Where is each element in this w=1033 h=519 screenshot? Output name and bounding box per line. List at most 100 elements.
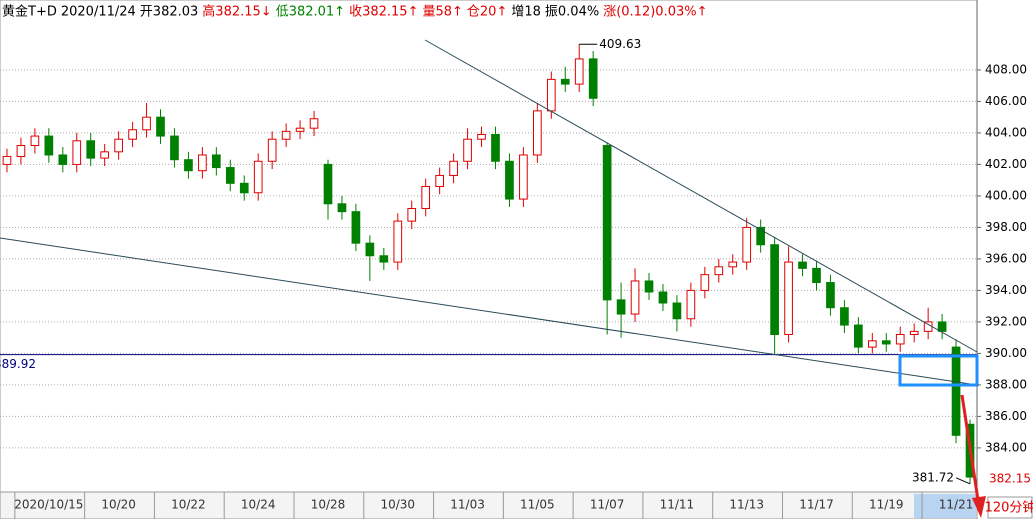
candle-body	[951, 346, 961, 436]
y-tick-label: 408.00	[985, 62, 1027, 76]
y-tick-label: 402.00	[985, 157, 1027, 171]
info-item: 量58↑	[422, 5, 462, 20]
candle-body	[100, 151, 110, 159]
candle-body	[881, 340, 891, 345]
candle-body	[170, 135, 179, 161]
info-item: 涨(0.12)0.03%↑	[603, 5, 707, 20]
x-tick-label: 10/28	[311, 498, 346, 512]
arrow-shaft	[960, 394, 980, 501]
candle-body	[435, 174, 444, 187]
info-item: 增18	[511, 5, 541, 20]
candle-body	[770, 244, 779, 336]
x-tick-label: 11/05	[520, 498, 555, 512]
candle-body	[658, 291, 668, 304]
info-item: 2020/11/24	[61, 5, 136, 20]
y-tick-label: 406.00	[985, 94, 1027, 108]
y-tick-label: 404.00	[985, 125, 1027, 139]
candle-body	[156, 116, 165, 137]
candle-body	[128, 129, 137, 140]
candle-body	[379, 255, 389, 263]
trend-line-lower	[0, 237, 978, 386]
x-tick-label: 11/11	[660, 498, 695, 512]
candle-body	[519, 154, 528, 200]
candle-body	[142, 116, 151, 131]
y-tick-label: 388.00	[985, 377, 1027, 391]
candle-body	[574, 58, 584, 85]
candle-body	[365, 242, 375, 257]
info-item: 低382.01↑	[276, 5, 345, 20]
x-tick-label: 10/24	[241, 498, 276, 512]
candle-body	[114, 138, 123, 153]
y-tick-label: 390.00	[985, 346, 1027, 360]
info-item: 高382.15↓	[202, 4, 271, 20]
candle-body	[421, 185, 431, 210]
candle-body	[826, 282, 835, 309]
x-tick-label: 10/30	[380, 498, 415, 512]
date-highlight	[914, 494, 976, 518]
candle-body	[267, 138, 277, 162]
period-box	[987, 496, 1033, 519]
x-tick-label: 2020/10/15	[14, 498, 83, 512]
candle-body	[184, 159, 193, 172]
info-item: 开382.03	[140, 5, 199, 20]
y-tick-label: 394.00	[985, 283, 1027, 297]
candle-body	[225, 167, 235, 184]
candle-body	[546, 78, 556, 112]
candle-body	[895, 334, 905, 345]
candle-body	[239, 182, 249, 194]
candle-body	[30, 135, 40, 147]
candle-body	[491, 133, 500, 162]
candle-body	[686, 289, 696, 320]
candle-body	[630, 280, 640, 315]
candle-body	[463, 138, 472, 162]
candle-body	[854, 324, 863, 348]
candle-body	[784, 261, 793, 336]
low-label: 381.72	[912, 470, 954, 484]
x-tick-label: 10/22	[171, 498, 206, 512]
candle-body	[477, 133, 486, 140]
x-axis-bar	[0, 491, 978, 519]
candle-body	[198, 154, 207, 172]
high-label: 409.63	[599, 37, 641, 51]
y-tick-label: 396.00	[985, 251, 1027, 265]
candle-body	[588, 58, 598, 99]
x-tick-label: 11/17	[799, 498, 834, 512]
y-tick-label: 392.00	[985, 314, 1027, 328]
candle-body	[714, 266, 724, 276]
info-item: 黄金T+D	[2, 4, 57, 20]
y-tick-label: 384.00	[985, 440, 1027, 454]
x-tick-label: 11/19	[869, 498, 904, 512]
candle-body	[295, 127, 305, 132]
candle-body	[211, 154, 221, 169]
candle-body	[281, 130, 291, 140]
info-item: 振0.04%	[545, 5, 599, 20]
candle-body	[16, 145, 26, 158]
candle-body	[72, 140, 82, 165]
x-tick-label: 11/07	[590, 498, 625, 512]
plot-frame	[0, 0, 978, 493]
candle-body	[742, 226, 752, 263]
candle-body	[756, 226, 766, 246]
candle-body	[602, 145, 612, 301]
info-item: 收382.15↑	[349, 5, 418, 20]
candle-body	[2, 156, 12, 165]
x-tick-label: 11/03	[450, 498, 485, 512]
x-tick-label: 11/13	[729, 498, 764, 512]
candle-body	[560, 78, 570, 85]
candle-body	[867, 340, 877, 348]
candle-body	[86, 140, 96, 159]
highlight-box	[898, 354, 979, 387]
candle-body	[672, 302, 682, 320]
last-close: 382.15	[989, 472, 1031, 486]
candle-body	[644, 280, 654, 293]
candle-body	[798, 261, 807, 269]
candle-body	[44, 135, 54, 156]
candle-body	[58, 154, 68, 165]
candle-body	[407, 208, 417, 222]
info-item: 仓20↑	[467, 5, 507, 20]
marks	[0, 44, 977, 484]
candle-body	[533, 110, 542, 156]
x-tick-label: 11/21	[939, 498, 974, 512]
